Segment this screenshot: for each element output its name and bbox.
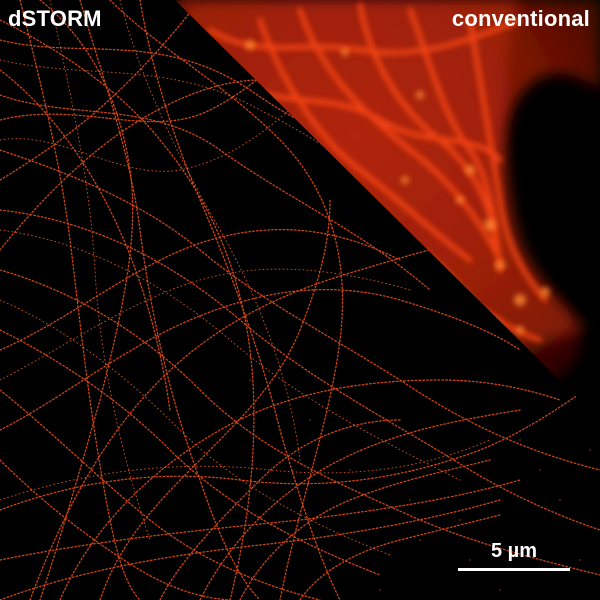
dstorm-label: dSTORM [8, 6, 102, 31]
conventional-label: conventional [451, 6, 590, 31]
scale-bar-line [458, 568, 570, 571]
conventional-panel [175, 0, 600, 390]
scale-bar-label: 5 µm [491, 540, 537, 562]
scale-bar: 5 µm [458, 540, 570, 574]
